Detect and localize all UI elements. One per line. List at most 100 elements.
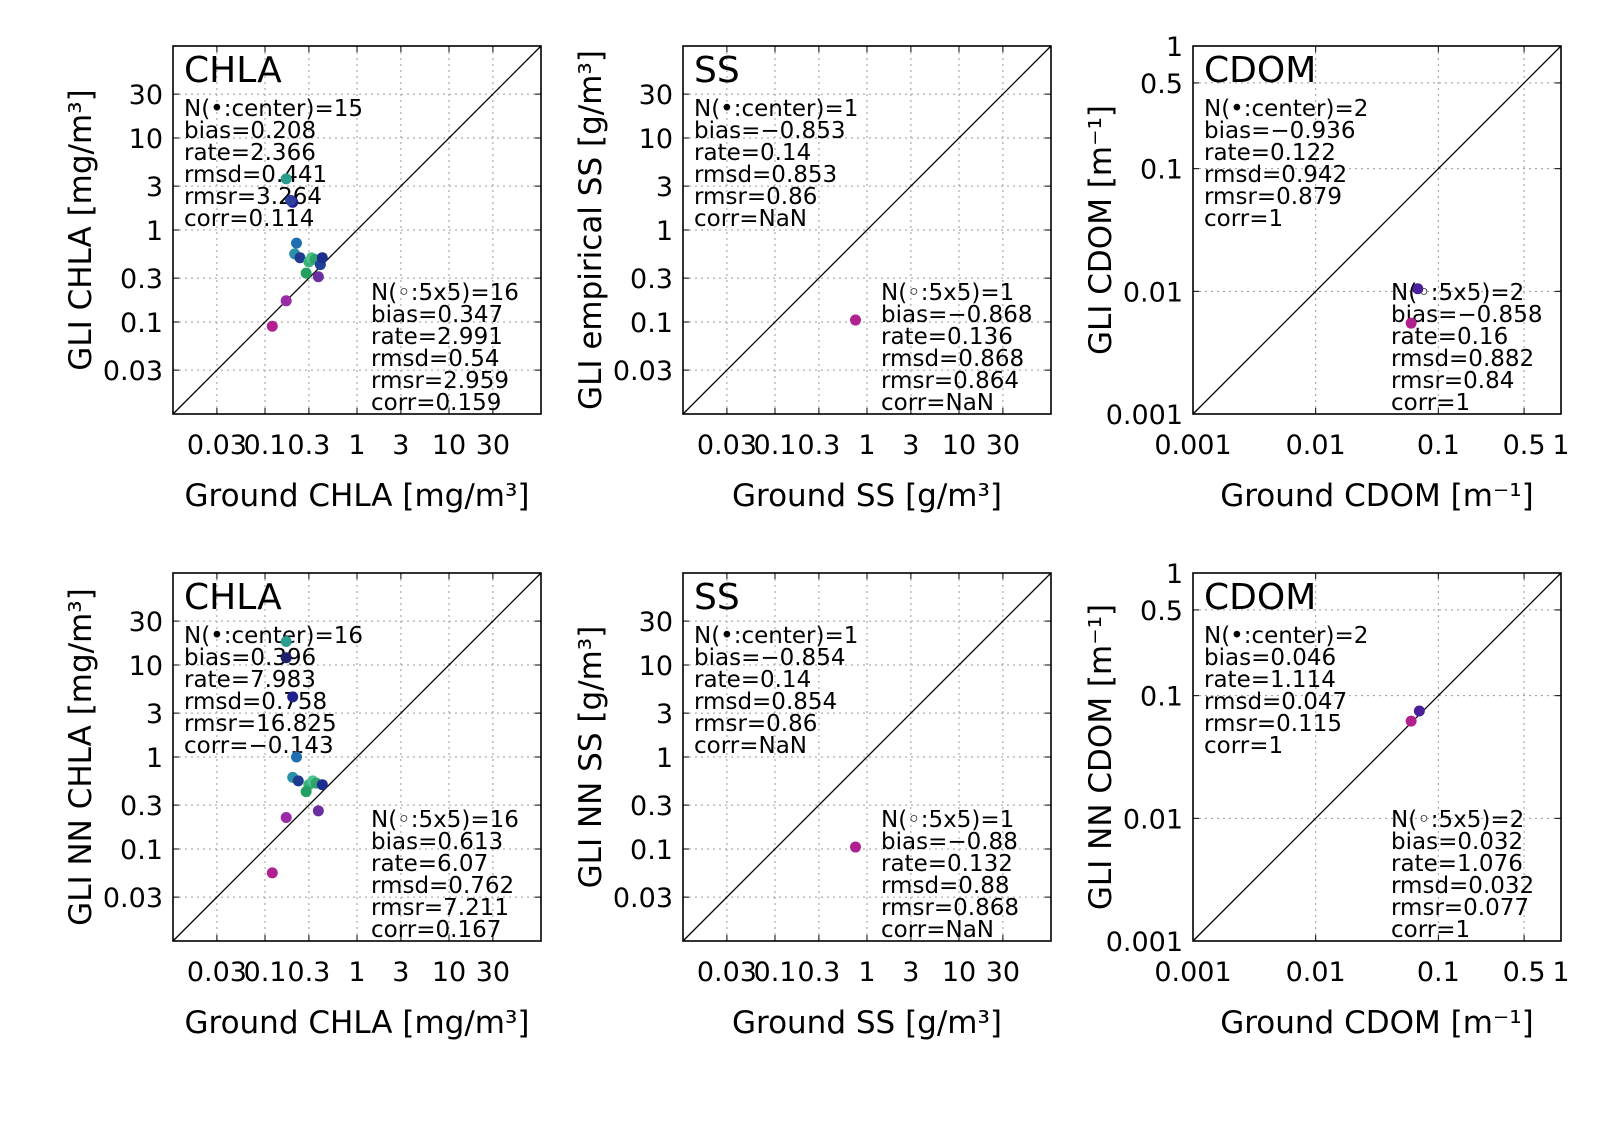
x-tick-label: 3 [902, 430, 919, 461]
y-tick-label: 30 [639, 80, 673, 111]
panel-title: SS [694, 50, 740, 91]
stats-center-line: bias=0.396 [184, 645, 316, 671]
data-point-1 [1405, 317, 1417, 329]
stats-5x5-line: bias=−0.88 [881, 829, 1018, 855]
stats-5x5-line: rate=0.136 [881, 324, 1013, 350]
data-point-3 [291, 751, 303, 763]
data-point-2 [287, 691, 299, 703]
x-tick-label: 0.5 [1503, 957, 1546, 988]
stats-5x5-line: corr=0.159 [371, 390, 501, 416]
y-tick-label: 10 [129, 124, 163, 155]
y-tick-label: 0.1 [1140, 682, 1183, 713]
y-tick-label: 30 [129, 607, 163, 638]
stats-5x5-line: rmsd=0.54 [371, 346, 500, 372]
stats-center-line: N(•:center)=1 [694, 623, 858, 649]
y-tick-label: 3 [656, 699, 673, 730]
x-tick-label: 0.03 [697, 957, 757, 988]
stats-5x5-line: N(◦:5x5)=1 [881, 280, 1014, 306]
x-tick-label: 1 [858, 430, 875, 461]
y-tick-label: 1 [656, 216, 673, 247]
stats-center-line: N(•:center)=15 [184, 96, 363, 122]
y-tick-label: 3 [146, 699, 163, 730]
x-axis-label: Ground SS [g/m³] [732, 478, 1002, 514]
x-tick-label: 0.03 [697, 430, 757, 461]
data-point-9 [316, 779, 328, 791]
y-tick-label: 0.5 [1140, 596, 1183, 627]
stats-5x5-line: rate=6.07 [371, 851, 488, 877]
x-tick-label: 30 [986, 957, 1020, 988]
stats-center-line: bias=0.208 [184, 118, 316, 144]
stats-5x5-line: N(◦:5x5)=16 [371, 807, 519, 833]
x-tick-label: 3 [392, 957, 409, 988]
y-axis-label: GLI NN CHLA [mg/m³] [63, 588, 99, 926]
y-tick-label: 0.3 [120, 791, 163, 822]
stats-5x5-line: N(◦:5x5)=1 [881, 807, 1014, 833]
stats-center-line: rmsr=0.86 [694, 711, 817, 737]
x-tick-label: 3 [392, 430, 409, 461]
stats-center-line: N(•:center)=1 [694, 96, 858, 122]
stats-center-line: corr=NaN [694, 733, 807, 759]
one-to-one-line [1192, 45, 1562, 415]
stats-5x5-line: rmsd=0.882 [1391, 346, 1534, 372]
x-tick-label: 0.1 [244, 957, 287, 988]
y-tick-label: 0.3 [120, 264, 163, 295]
x-tick-label: 3 [902, 957, 919, 988]
y-tick-label: 0.1 [630, 308, 673, 339]
stats-center-line: corr=0.114 [184, 206, 314, 232]
y-tick-label: 0.03 [613, 883, 673, 914]
stats-center-line: rmsr=3.264 [184, 184, 322, 210]
data-point-0 [280, 636, 292, 648]
stats-center-line: rmsd=0.942 [1204, 162, 1347, 188]
stats-5x5-line: rmsd=0.032 [1391, 873, 1534, 899]
y-tick-label: 0.1 [630, 835, 673, 866]
stats-5x5-line: N(◦:5x5)=2 [1391, 807, 1524, 833]
x-tick-label: 30 [476, 430, 510, 461]
panel-title: CHLA [184, 50, 282, 91]
x-tick-label: 0.01 [1286, 430, 1346, 461]
stats-center-line: rate=0.14 [694, 140, 811, 166]
x-axis-label: Ground SS [g/m³] [732, 1005, 1002, 1041]
y-tick-label: 0.1 [120, 308, 163, 339]
data-point-5 [292, 775, 304, 787]
stats-5x5-line: corr=1 [1391, 917, 1470, 943]
stats-center-line: N(•:center)=16 [184, 623, 363, 649]
x-tick-label: 0.1 [244, 430, 287, 461]
data-point-11 [312, 805, 324, 817]
x-tick-label: 0.5 [1503, 430, 1546, 461]
y-tick-label: 0.01 [1123, 804, 1183, 835]
data-point-14 [266, 320, 278, 332]
stats-5x5-line: rmsr=0.077 [1391, 895, 1529, 921]
stats-5x5-line: rmsr=2.959 [371, 368, 509, 394]
y-axis-label: GLI NN SS [g/m³] [573, 626, 609, 889]
stats-center-line: bias=0.046 [1204, 645, 1336, 671]
data-point-1 [1405, 715, 1417, 727]
panel-title: SS [694, 577, 740, 618]
stats-5x5-line: rmsr=0.868 [881, 895, 1019, 921]
stats-5x5-line: corr=NaN [881, 390, 994, 416]
one-to-one-line [1192, 572, 1562, 942]
y-tick-label: 0.01 [1123, 277, 1183, 308]
data-point-13 [280, 295, 292, 307]
y-tick-label: 0.001 [1106, 400, 1183, 431]
stats-5x5-line: rmsd=0.868 [881, 346, 1024, 372]
x-tick-label: 0.1 [754, 957, 797, 988]
x-tick-label: 10 [942, 430, 976, 461]
x-tick-label: 0.1 [1417, 957, 1460, 988]
x-tick-label: 0.001 [1154, 430, 1231, 461]
stats-5x5-line: rate=2.991 [371, 324, 503, 350]
one-to-one-line [682, 45, 1052, 415]
stats-center-line: N(•:center)=2 [1204, 623, 1368, 649]
stats-5x5-line: bias=−0.868 [881, 302, 1032, 328]
stats-5x5-line: N(◦:5x5)=16 [371, 280, 519, 306]
stats-5x5-line: N(◦:5x5)=2 [1391, 280, 1524, 306]
y-axis-label: GLI NN CDOM [m⁻¹] [1083, 604, 1119, 910]
y-axis-label: GLI CDOM [m⁻¹] [1083, 105, 1119, 355]
y-tick-label: 0.001 [1106, 927, 1183, 958]
y-tick-label: 3 [146, 172, 163, 203]
x-tick-label: 30 [476, 957, 510, 988]
stats-5x5-line: rate=1.076 [1391, 851, 1523, 877]
y-tick-label: 0.5 [1140, 69, 1183, 100]
